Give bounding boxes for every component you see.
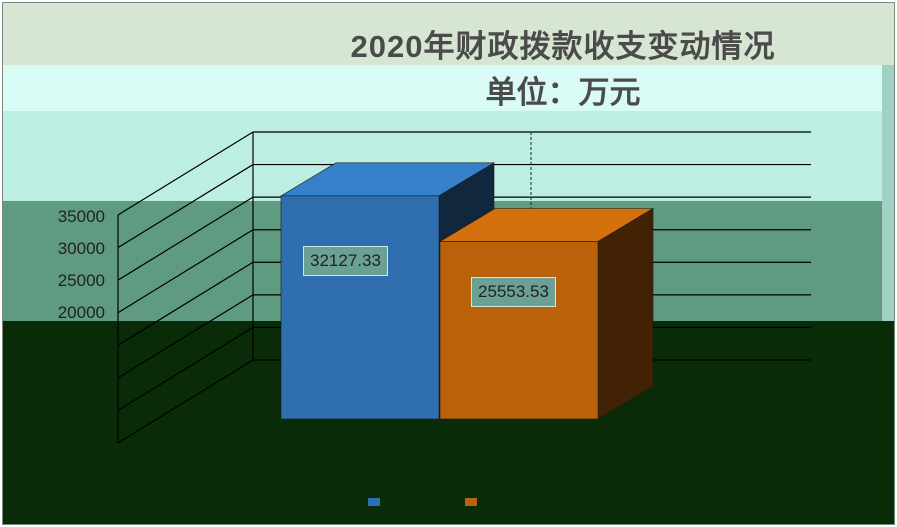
bar-front-face	[439, 241, 599, 420]
gridline-side	[117, 229, 254, 314]
legend-swatch-series-1	[368, 498, 380, 506]
gridline-side	[117, 359, 254, 444]
y-tick-label: 30000	[57, 239, 105, 258]
data-label-series-1: 32127.33	[303, 246, 388, 276]
scroll-strip	[882, 65, 894, 321]
background-band-top	[3, 3, 894, 65]
gridline-side	[117, 294, 254, 379]
bar-front-face	[280, 195, 440, 420]
chart-canvas	[117, 131, 811, 506]
chart-subtitle: 单位：万元	[485, 75, 641, 110]
legend	[368, 498, 477, 506]
gridline-side	[117, 164, 254, 249]
background-band-title	[3, 65, 894, 111]
legend-swatch-series-2	[465, 498, 477, 506]
chart-title: 2020年财政拨款收支变动情况	[350, 29, 776, 64]
data-label-series-2: 25553.53	[471, 277, 556, 307]
bars	[279, 162, 655, 420]
gridline-side	[117, 196, 254, 281]
gridline-side	[117, 326, 254, 411]
y-tick-label: 25000	[57, 271, 105, 290]
y-tick-label: 35000	[57, 207, 105, 226]
y-tick-label: 20000	[57, 303, 105, 322]
gridline-side	[117, 261, 254, 346]
bar-side-face	[597, 207, 654, 420]
gridline-side	[117, 131, 254, 216]
